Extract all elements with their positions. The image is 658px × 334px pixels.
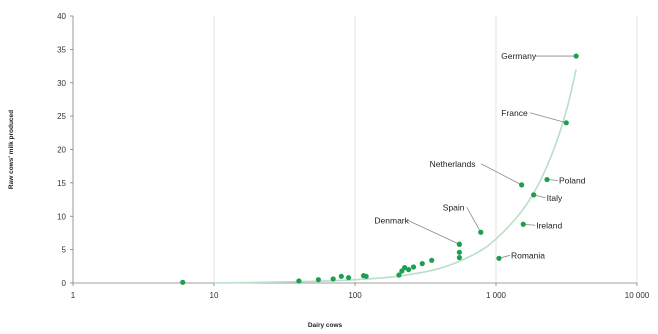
point-label: Denmark <box>374 215 409 225</box>
point-label: Spain <box>443 202 465 212</box>
data-point <box>429 257 435 263</box>
data-point <box>456 255 462 261</box>
label-leader-line <box>466 207 482 233</box>
y-tick-labels: 0 5 10 15 20 25 30 35 40 <box>57 12 66 288</box>
data-point <box>402 265 408 271</box>
x-axis-title: Dairy cows <box>308 322 343 329</box>
x-tick-label: 100 <box>348 291 362 300</box>
y-tick-label: 35 <box>57 45 66 54</box>
y-tick-label: 40 <box>57 12 66 21</box>
label-leader-line <box>407 219 460 245</box>
data-point <box>363 273 369 279</box>
y-tick-label: 5 <box>62 246 67 255</box>
data-point <box>496 255 502 261</box>
data-points <box>180 53 579 285</box>
point-label: Netherlands <box>430 159 476 169</box>
data-point <box>544 176 550 183</box>
data-point <box>478 229 484 235</box>
data-point <box>410 264 417 270</box>
data-point <box>296 278 302 284</box>
data-point <box>406 267 412 273</box>
y-tick-label: 15 <box>57 179 66 188</box>
label-leader-line <box>529 112 567 124</box>
point-label: Poland <box>559 176 586 186</box>
data-point <box>315 277 321 283</box>
x-tick-label: 1 000 <box>486 291 507 300</box>
y-axis-title: Raw cows' milk produced <box>8 110 15 189</box>
x-tick-labels: 1 10 100 1 000 10 000 <box>71 291 650 300</box>
gridlines <box>70 15 638 286</box>
y-tick-label: 0 <box>62 279 67 288</box>
point-labels: Spain Romania Netherlands Ireland Italy Polan… <box>374 51 585 260</box>
point-label: Romania <box>511 250 545 260</box>
point-label: France <box>501 108 528 118</box>
point-label: Germany <box>501 51 537 61</box>
data-point <box>396 272 402 278</box>
data-point <box>456 249 462 255</box>
data-point <box>573 53 579 59</box>
y-tick-label: 25 <box>57 112 66 121</box>
data-point <box>180 279 186 285</box>
y-tick-label: 30 <box>57 79 66 88</box>
data-point <box>338 273 344 279</box>
point-label: Ireland <box>536 220 562 230</box>
data-point <box>563 120 569 126</box>
x-tick-label: 10 <box>210 291 219 300</box>
data-point <box>531 192 537 198</box>
y-tick-label: 20 <box>57 146 66 155</box>
point-label: Italy <box>547 193 563 203</box>
x-tick-label: 10 000 <box>625 291 650 300</box>
data-point <box>419 261 425 267</box>
data-point <box>520 221 526 227</box>
data-point <box>519 182 525 188</box>
x-tick-label: 1 <box>71 291 76 300</box>
y-tick-label: 10 <box>57 212 66 221</box>
label-leader-line <box>481 163 522 186</box>
data-point <box>330 276 336 282</box>
trendline <box>213 69 577 284</box>
data-point <box>456 241 462 247</box>
data-point <box>345 275 352 281</box>
